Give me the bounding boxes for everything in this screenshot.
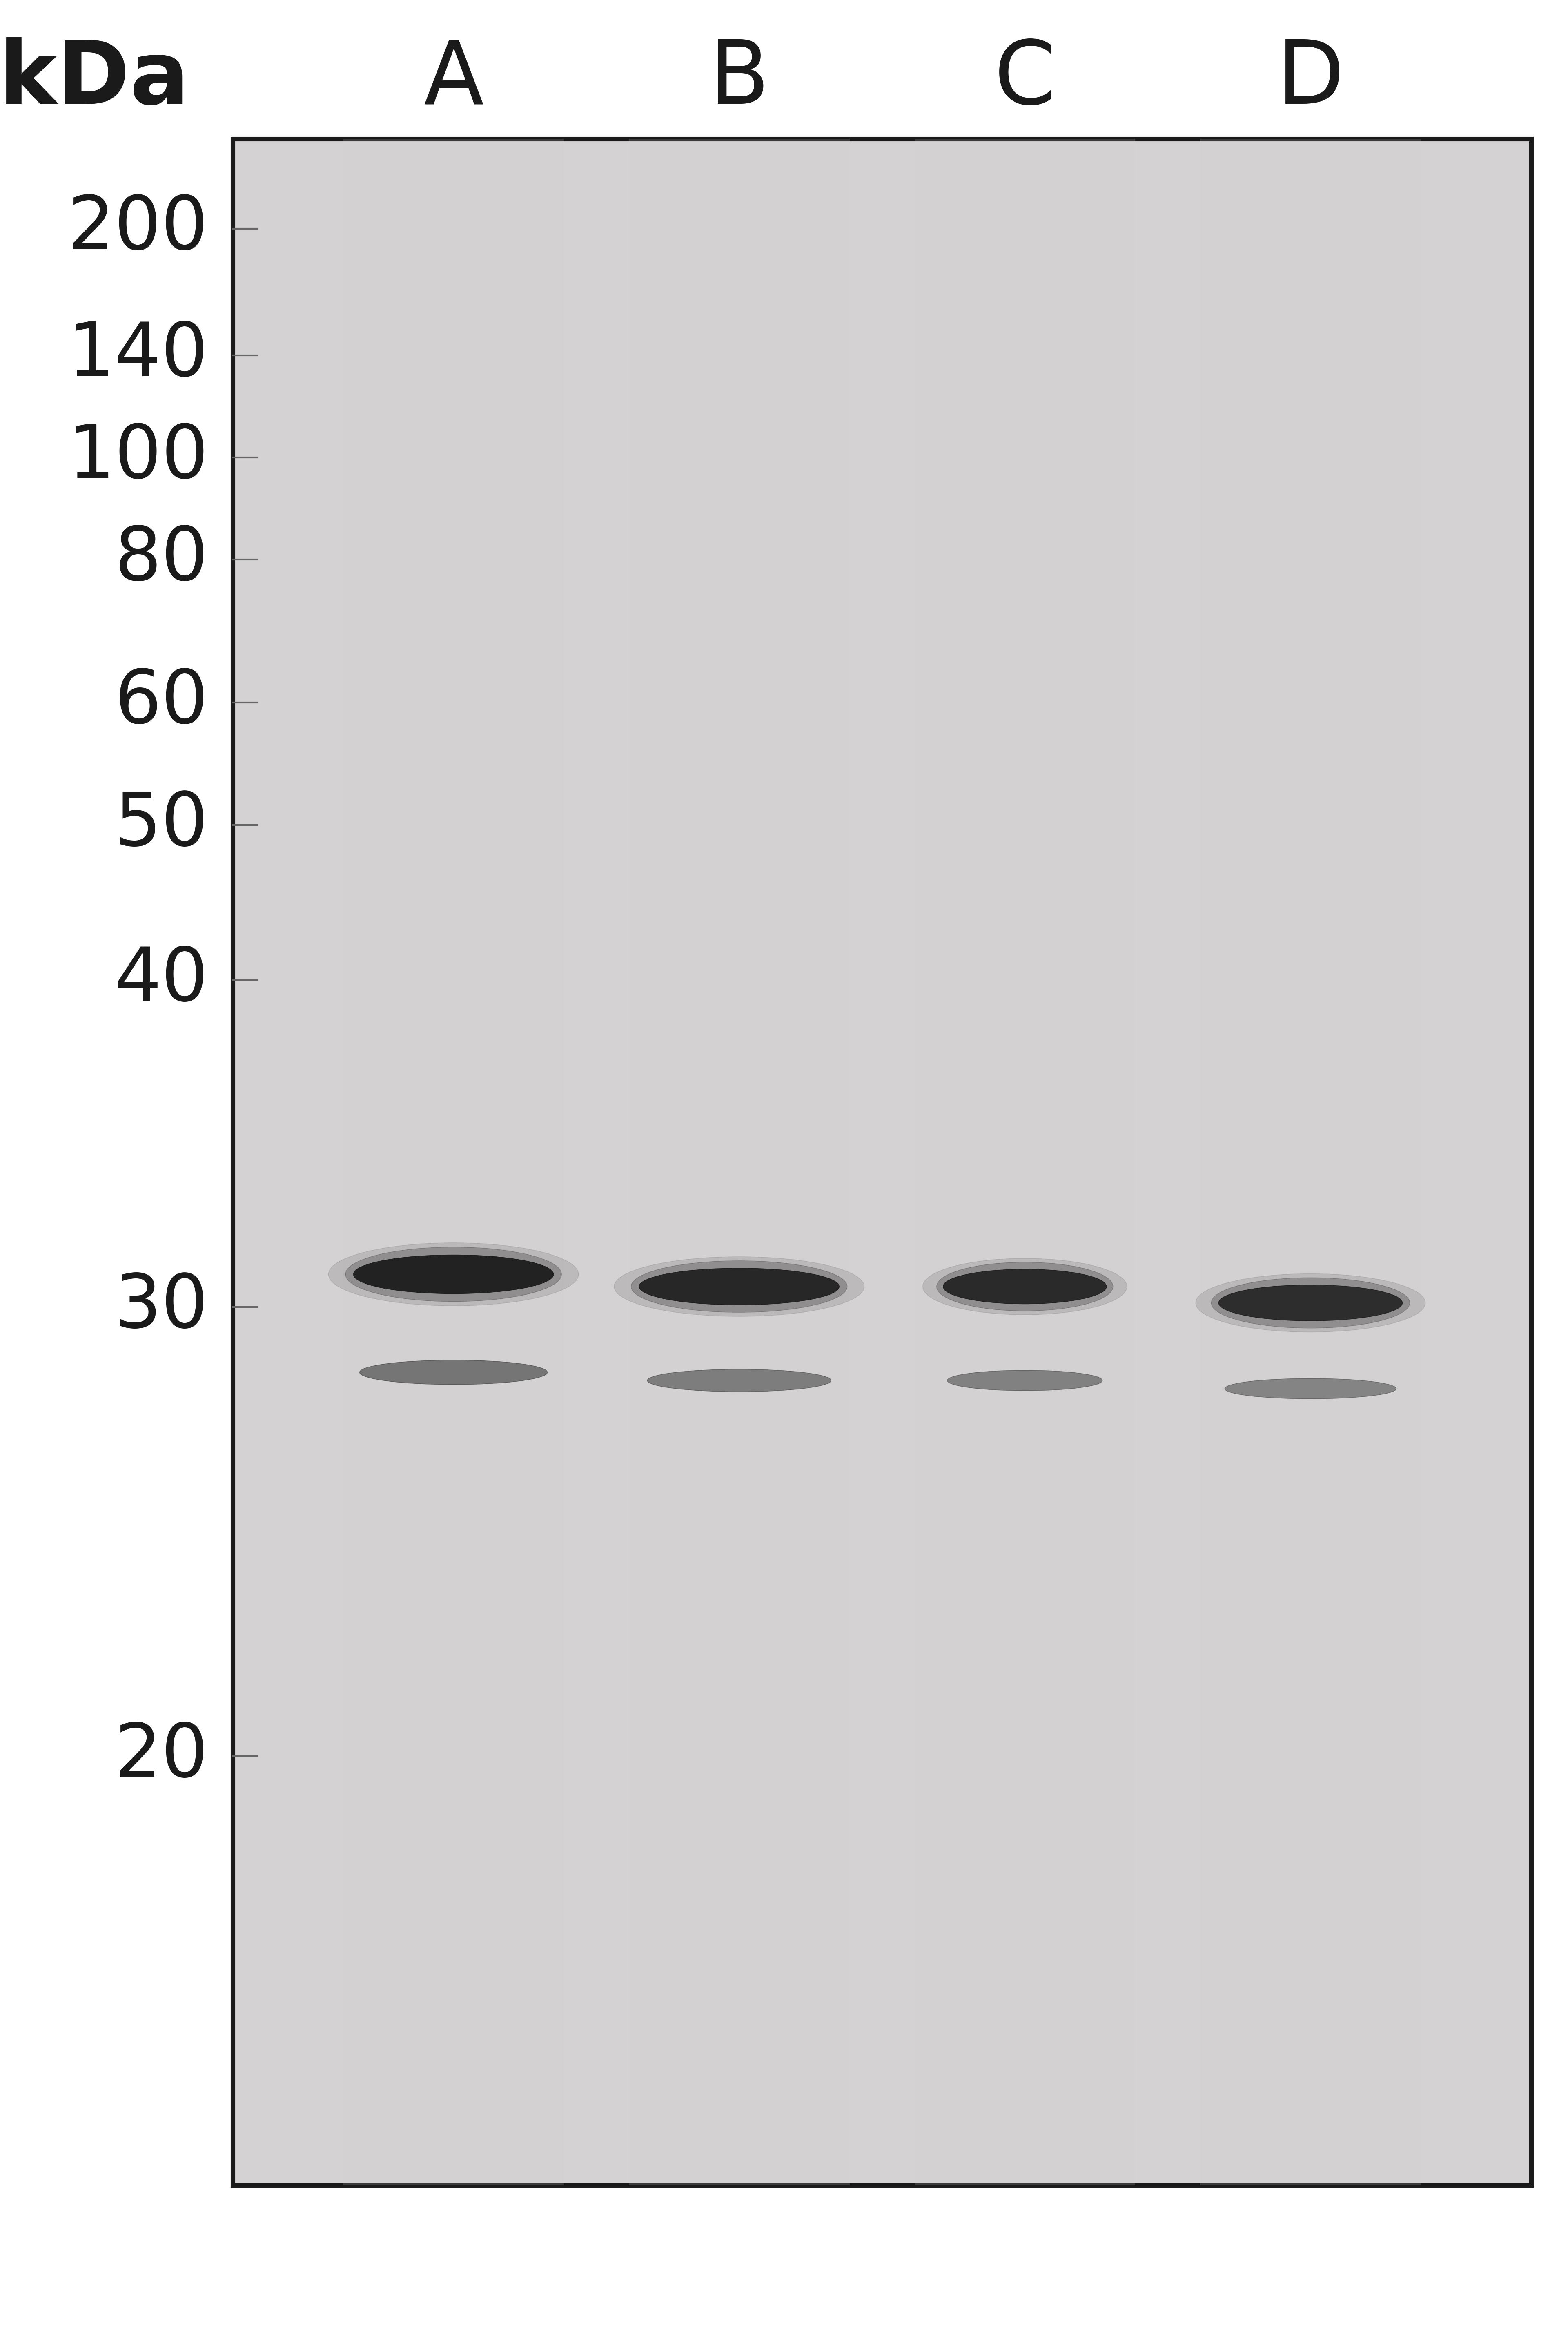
Bar: [232, 140, 1532, 2184]
Bar: [629, 140, 850, 2184]
Ellipse shape: [1210, 1277, 1410, 1328]
Text: B: B: [709, 37, 770, 123]
Text: 80: 80: [114, 523, 209, 595]
Ellipse shape: [648, 1370, 831, 1391]
Ellipse shape: [944, 1270, 1107, 1305]
Bar: [343, 140, 564, 2184]
Text: A: A: [423, 37, 483, 123]
Ellipse shape: [630, 1261, 847, 1312]
Text: 140: 140: [67, 319, 209, 391]
Ellipse shape: [353, 1256, 554, 1293]
Text: D: D: [1276, 37, 1344, 123]
Ellipse shape: [359, 1361, 547, 1384]
Ellipse shape: [615, 1256, 864, 1317]
Text: kDa: kDa: [0, 37, 190, 123]
Bar: [914, 140, 1135, 2184]
Text: 100: 100: [67, 421, 209, 493]
Ellipse shape: [947, 1370, 1102, 1391]
Text: 50: 50: [114, 789, 209, 861]
Text: 200: 200: [67, 193, 209, 265]
Text: 30: 30: [114, 1270, 209, 1342]
Ellipse shape: [1218, 1284, 1402, 1321]
Ellipse shape: [328, 1242, 579, 1305]
Ellipse shape: [345, 1247, 561, 1303]
Text: 60: 60: [114, 668, 209, 737]
Text: C: C: [994, 37, 1055, 123]
Ellipse shape: [922, 1258, 1127, 1314]
Ellipse shape: [1225, 1379, 1396, 1398]
Ellipse shape: [640, 1268, 839, 1305]
Text: 20: 20: [114, 1721, 209, 1793]
Ellipse shape: [1196, 1275, 1425, 1333]
Text: 40: 40: [114, 944, 209, 1016]
Bar: [1200, 140, 1421, 2184]
Ellipse shape: [936, 1263, 1113, 1312]
